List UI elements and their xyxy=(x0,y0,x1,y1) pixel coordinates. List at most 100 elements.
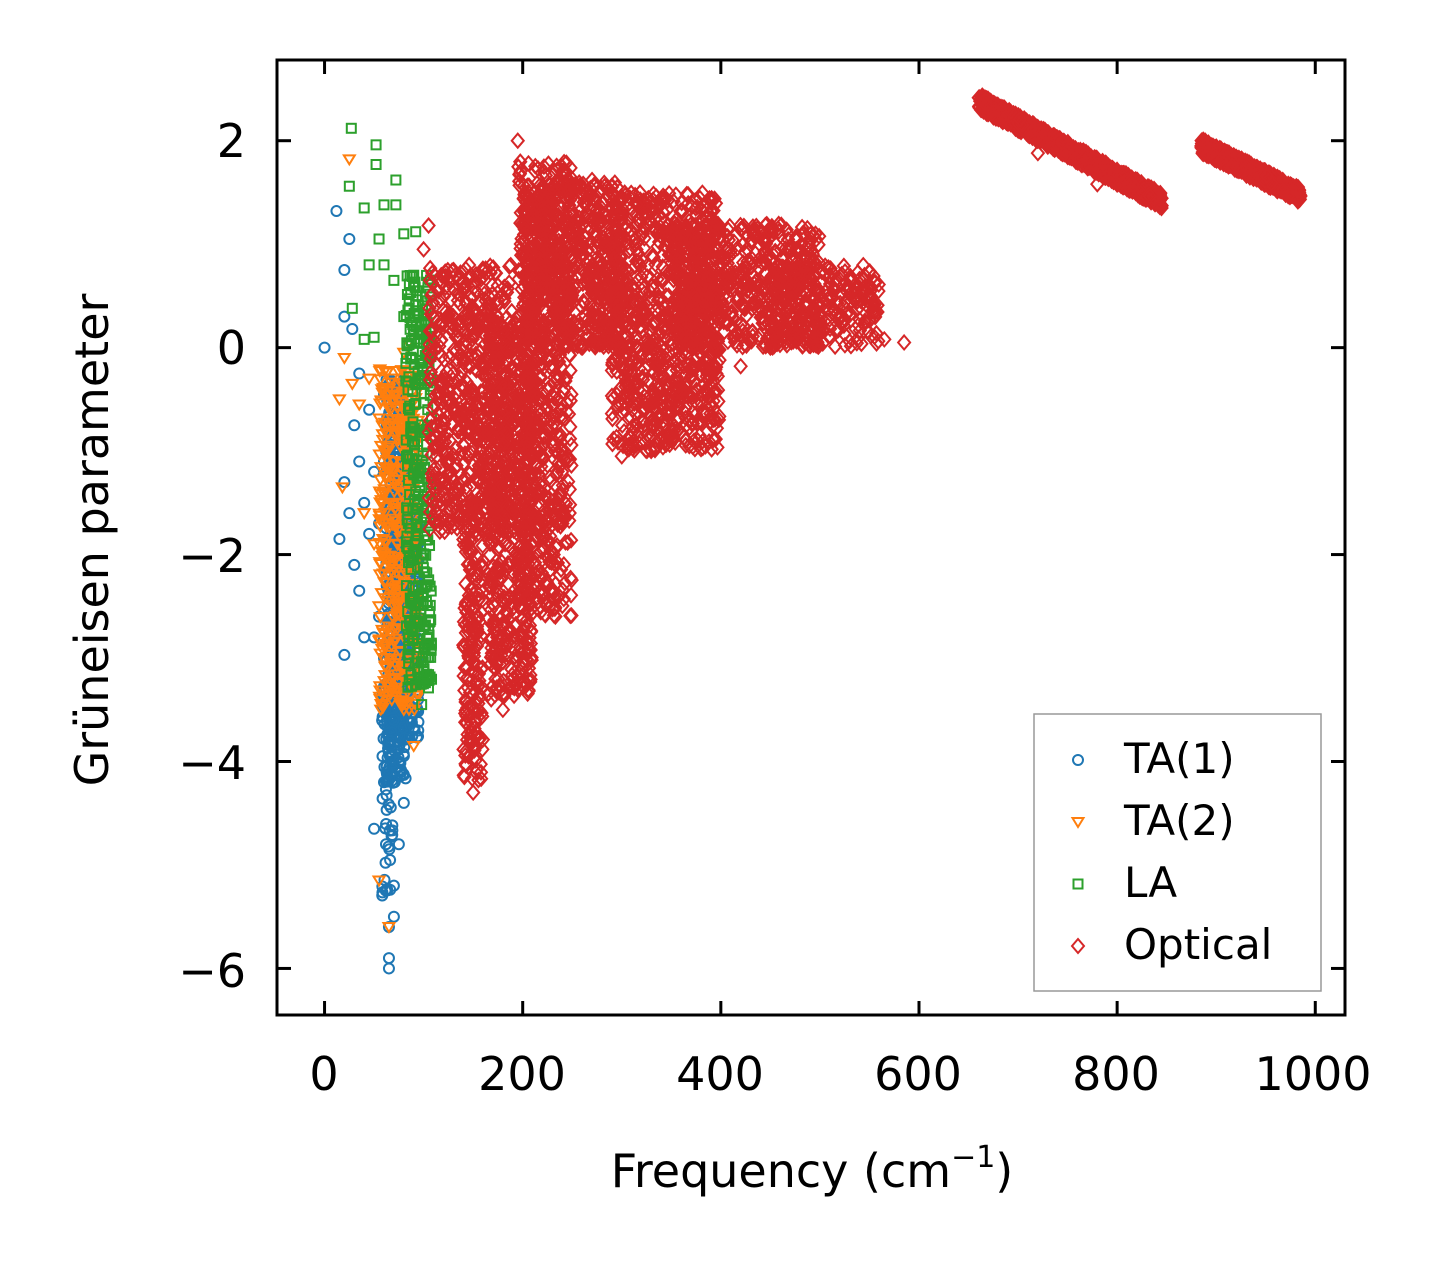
diamond-point xyxy=(437,471,453,489)
square-point xyxy=(406,453,418,465)
triangle-down-point xyxy=(335,482,350,495)
square-point xyxy=(421,600,433,612)
diamond-point xyxy=(495,324,511,342)
triangle-down-point xyxy=(377,593,392,606)
circle-point xyxy=(380,818,393,831)
circle-point xyxy=(392,838,405,851)
diamond-point xyxy=(470,624,485,642)
diamond-point xyxy=(436,485,451,503)
triangle-down-point xyxy=(377,488,392,501)
diamond-point xyxy=(451,285,467,303)
diamond-point xyxy=(457,768,472,786)
triangle-down-point xyxy=(382,440,397,453)
circle-point xyxy=(384,801,397,814)
diamond-point xyxy=(455,455,471,473)
circle-point xyxy=(348,419,361,432)
diamond-point xyxy=(485,258,501,277)
diamond-point xyxy=(484,615,500,633)
diamond-point xyxy=(474,262,490,280)
diamond-point xyxy=(486,564,501,582)
diamond-point xyxy=(433,290,448,308)
diamond-point xyxy=(424,286,440,304)
triangle-down-point xyxy=(406,740,422,753)
diamond-point xyxy=(467,748,482,766)
square-point xyxy=(368,331,380,343)
triangle-down-point xyxy=(391,557,407,570)
diamond-point xyxy=(425,469,440,487)
diamond-point xyxy=(471,690,487,708)
circle-point xyxy=(368,822,381,835)
diamond-point xyxy=(460,349,476,367)
diamond-point xyxy=(440,517,455,535)
diamond-point xyxy=(466,402,481,420)
circle-point xyxy=(382,962,395,975)
diamond-point xyxy=(478,264,494,282)
circle-point xyxy=(385,748,398,761)
square-point xyxy=(409,538,421,550)
diamond-point xyxy=(492,629,508,647)
triangle-down-point xyxy=(373,612,388,624)
diamond-point xyxy=(453,264,468,282)
diamond-point xyxy=(422,299,437,317)
diamond-point xyxy=(464,714,479,732)
square-point xyxy=(422,276,434,288)
triangle-down-point xyxy=(394,427,410,440)
circle-point xyxy=(382,742,395,755)
circle-point xyxy=(353,455,366,468)
diamond-point xyxy=(497,434,512,452)
diamond-point xyxy=(466,318,481,336)
diamond-point xyxy=(454,362,469,380)
diamond-point xyxy=(505,678,520,696)
diamond-point xyxy=(481,598,496,616)
square-point xyxy=(378,259,390,271)
diamond-point xyxy=(460,384,475,402)
diamond-point xyxy=(471,665,487,683)
diamond-point xyxy=(483,349,498,367)
circle-point xyxy=(363,403,376,416)
diamond-point xyxy=(507,375,523,393)
diamond-point xyxy=(511,561,526,579)
diamond-point xyxy=(504,389,520,407)
triangle-down-point xyxy=(372,364,388,377)
square-point xyxy=(420,652,432,664)
diamond-point xyxy=(484,639,499,657)
scatter-points xyxy=(318,87,1308,975)
diamond-point xyxy=(553,560,569,579)
diamond-point xyxy=(483,690,499,708)
diamond-point xyxy=(460,618,476,636)
diamond-point xyxy=(488,314,504,332)
diamond-point xyxy=(460,668,475,687)
square-point xyxy=(415,547,427,559)
square-point xyxy=(400,357,412,369)
triangle-down-point xyxy=(375,550,391,563)
square-point xyxy=(408,269,420,281)
circle-point xyxy=(343,232,356,245)
triangle-down-point xyxy=(372,449,387,462)
triangle-down-point xyxy=(376,466,391,479)
diamond-point xyxy=(494,403,510,421)
triangle-down-point xyxy=(382,583,397,596)
circle-point xyxy=(358,631,371,644)
square-point xyxy=(405,595,417,607)
diamond-point xyxy=(483,264,498,282)
diamond-point xyxy=(461,531,477,549)
square-point xyxy=(390,199,402,211)
diamond-point xyxy=(446,481,462,499)
diamond-point xyxy=(458,624,474,642)
diamond-point xyxy=(436,351,452,369)
triangle-down-point xyxy=(381,554,397,567)
diamond-point xyxy=(469,583,484,601)
triangle-down-point xyxy=(383,377,399,390)
square-point xyxy=(390,174,402,186)
diamond-point xyxy=(446,341,462,359)
triangle-down-point xyxy=(381,634,397,647)
diamond-point xyxy=(461,412,477,430)
diamond-point xyxy=(473,770,489,788)
circle-point xyxy=(330,205,343,218)
diamond-point xyxy=(489,680,505,698)
square-point xyxy=(398,311,410,323)
diamond-point xyxy=(425,471,441,489)
triangle-down-point xyxy=(410,690,426,703)
diamond-point xyxy=(468,324,484,342)
